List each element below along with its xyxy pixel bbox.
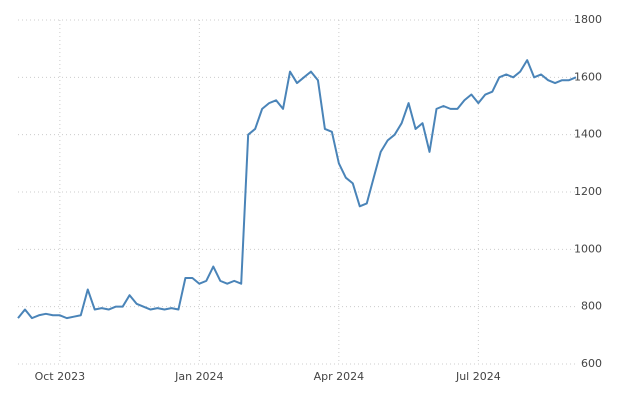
- y-tick-label: 1400: [574, 128, 602, 141]
- x-tick-label: Apr 2024: [314, 370, 365, 383]
- x-tick-label: Jan 2024: [174, 370, 223, 383]
- x-tick-label: Oct 2023: [35, 370, 86, 383]
- y-tick-label: 800: [581, 300, 602, 313]
- y-tick-label: 1000: [574, 242, 602, 255]
- y-tick-label: 1800: [574, 13, 602, 26]
- x-tick-label: Jul 2024: [455, 370, 501, 383]
- y-tick-label: 1200: [574, 185, 602, 198]
- line: [17, 59, 577, 320]
- y-tick-label: 1600: [574, 70, 602, 83]
- y-tick-label: 600: [581, 357, 602, 370]
